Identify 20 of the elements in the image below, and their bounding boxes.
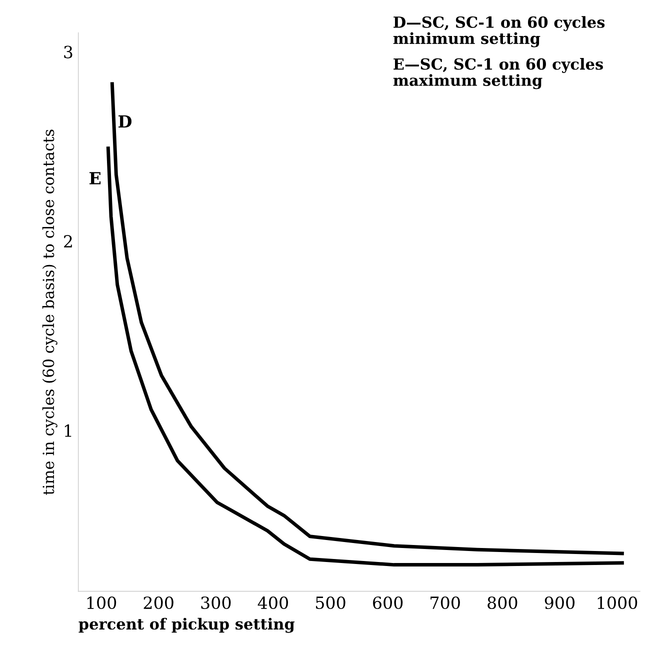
y-axis-title: time in cycles (60 cycle basis) to close contacts — [42, 130, 58, 495]
x-tick-label: 600 — [373, 596, 403, 610]
x-tick-label: 1000 — [598, 596, 638, 610]
annotation: E — [89, 172, 101, 184]
line-series — [106, 146, 624, 567]
x-tick-label: 800 — [488, 596, 518, 610]
x-tick-label: 900 — [544, 596, 575, 610]
x-axis-title: percent of pickup setting — [78, 618, 295, 633]
y-tick-label: 1 — [64, 424, 72, 437]
annotation: D—SC, SC-1 on 60 cycles minimum setting — [393, 16, 605, 48]
y-tick-label: 3 — [64, 46, 72, 58]
annotation: D — [118, 115, 132, 128]
annotation: E—SC, SC-1 on 60 cycles maximum setting — [393, 58, 603, 90]
x-tick-label: 300 — [201, 596, 231, 610]
x-tick-label: 200 — [144, 596, 174, 610]
x-tick-label: 700 — [430, 596, 460, 610]
x-tick-label: 100 — [87, 596, 116, 610]
y-tick-label: 2 — [64, 235, 72, 248]
x-tick-label: 400 — [258, 596, 288, 610]
x-tick-label: 500 — [316, 596, 346, 610]
